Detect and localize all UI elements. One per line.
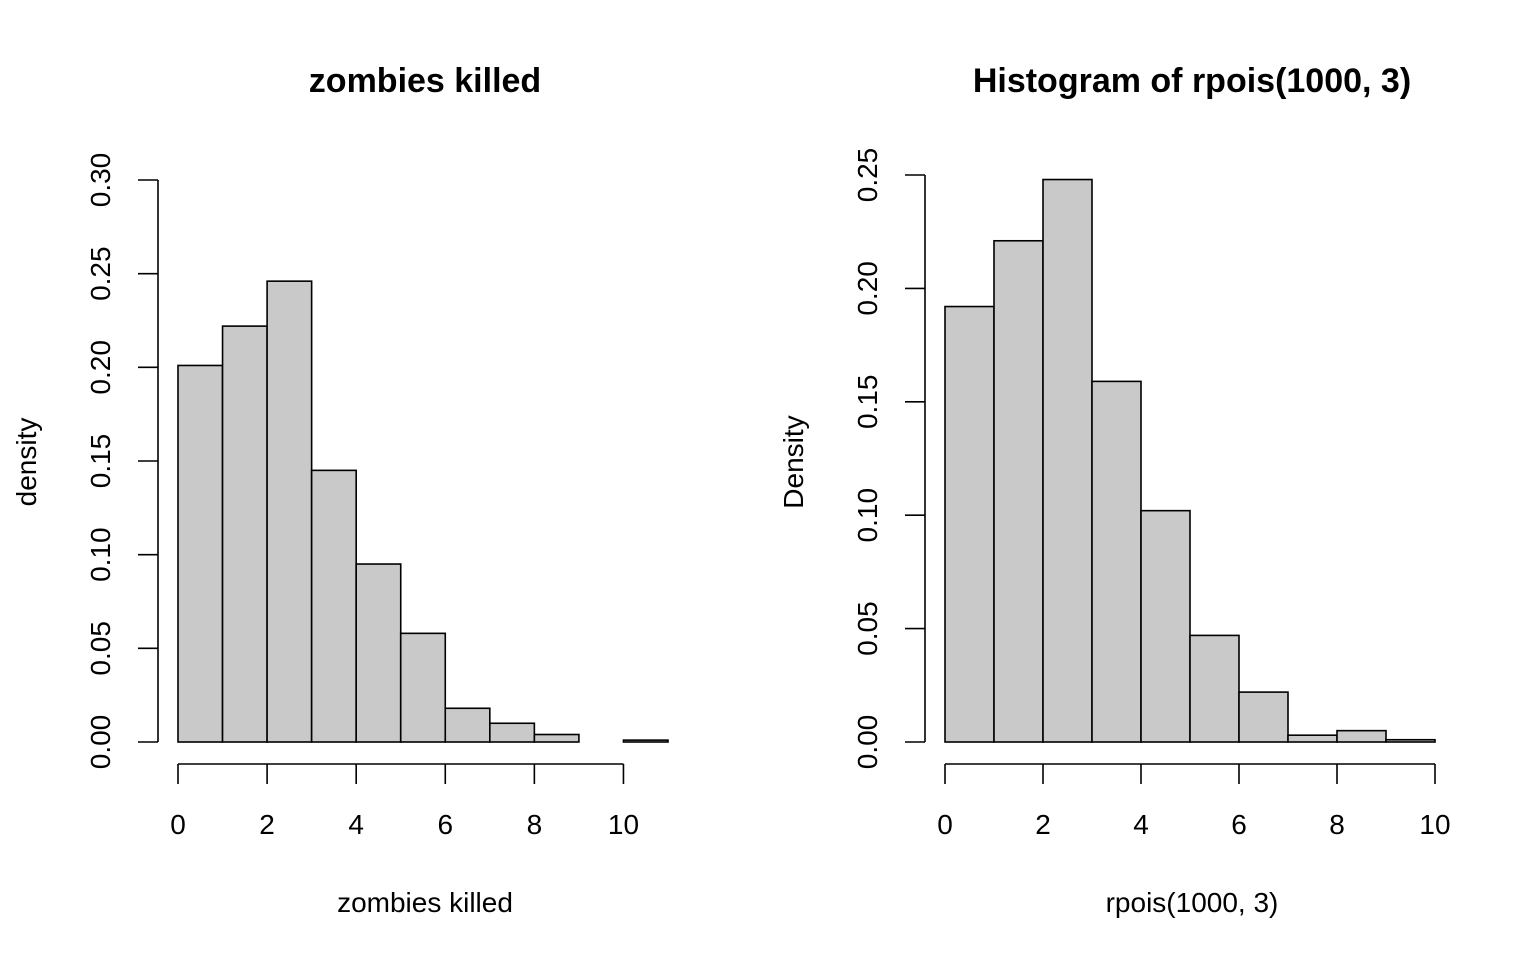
- chart-title: Histogram of rpois(1000, 3): [973, 62, 1411, 100]
- y-tick-label: 0.10: [85, 527, 116, 582]
- y-axis-label: density: [11, 418, 42, 507]
- x-axis-label: rpois(1000, 3): [1106, 887, 1279, 918]
- histogram-bar: [310, 469, 357, 743]
- histogram-bar: [1091, 380, 1142, 743]
- histogram-bar: [444, 707, 491, 743]
- histogram-bar: [177, 364, 224, 743]
- y-tick-label: 0.00: [85, 715, 116, 770]
- bar-group: [177, 280, 669, 743]
- histogram-bar: [993, 239, 1044, 743]
- histogram-bar: [1385, 738, 1436, 743]
- y-tick-label: 0.15: [85, 434, 116, 489]
- x-axis: 0 2 4 6 8 10: [170, 763, 639, 840]
- y-axis: 0.00 0.05 0.10 0.15 0.20 0.25: [852, 148, 926, 770]
- chart-title: zombies killed: [309, 62, 541, 100]
- y-axis-label: Density: [778, 415, 809, 508]
- y-tick-label: 0.25: [852, 148, 883, 203]
- y-tick-label: 0.15: [852, 375, 883, 430]
- x-tick-label: 10: [1419, 809, 1450, 840]
- x-tick-label: 4: [1133, 809, 1149, 840]
- y-tick-label: 0.25: [85, 246, 116, 301]
- x-tick-label: 2: [259, 809, 275, 840]
- rpois-histogram-panel: Histogram of rpois(1000, 3) rpois(1000, …: [778, 62, 1451, 918]
- x-tick-label: 6: [437, 809, 453, 840]
- bar-group: [944, 178, 1436, 743]
- histogram-bar: [1287, 734, 1338, 743]
- histogram-bar: [944, 305, 995, 743]
- x-tick-label: 6: [1231, 809, 1247, 840]
- histogram-bar: [533, 733, 580, 743]
- x-tick-label: 4: [348, 809, 364, 840]
- histogram-bar: [355, 563, 402, 743]
- x-tick-label: 10: [608, 809, 639, 840]
- histogram-bar: [1042, 178, 1093, 743]
- y-tick-label: 0.30: [85, 153, 116, 208]
- y-tick-label: 0.20: [852, 261, 883, 316]
- x-tick-label: 8: [527, 809, 543, 840]
- histogram-bar: [1189, 634, 1240, 743]
- x-tick-label: 2: [1035, 809, 1051, 840]
- histogram-bar: [622, 739, 669, 743]
- x-tick-label: 0: [937, 809, 953, 840]
- y-axis: 0.00 0.05 0.10 0.15 0.20 0.25 0.30: [85, 153, 159, 770]
- x-tick-label: 0: [170, 809, 186, 840]
- y-tick-label: 0.10: [852, 488, 883, 543]
- histogram-bar: [221, 325, 268, 743]
- histogram-bar: [399, 632, 447, 743]
- y-tick-label: 0.05: [852, 601, 883, 656]
- histogram-bar: [489, 722, 536, 743]
- histogram-bar: [1238, 691, 1289, 743]
- x-axis-label: zombies killed: [337, 887, 513, 918]
- x-axis: 0 2 4 6 8 10: [937, 763, 1451, 840]
- zombies-histogram-panel: zombies killed zombies killed density 0 2…: [11, 62, 669, 918]
- y-tick-label: 0.05: [85, 621, 116, 676]
- histogram-bar: [266, 280, 313, 743]
- y-tick-label: 0.20: [85, 340, 116, 395]
- x-tick-label: 8: [1329, 809, 1345, 840]
- histogram-bar: [1140, 509, 1191, 743]
- histogram-bar: [1336, 729, 1387, 743]
- y-tick-label: 0.00: [852, 715, 883, 770]
